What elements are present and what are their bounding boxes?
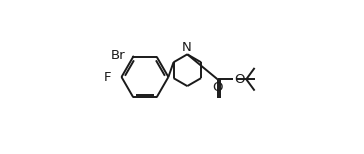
Text: O: O bbox=[234, 73, 245, 86]
Text: O: O bbox=[212, 81, 223, 94]
Text: N: N bbox=[182, 41, 191, 54]
Text: Br: Br bbox=[110, 49, 125, 62]
Text: F: F bbox=[104, 71, 112, 83]
